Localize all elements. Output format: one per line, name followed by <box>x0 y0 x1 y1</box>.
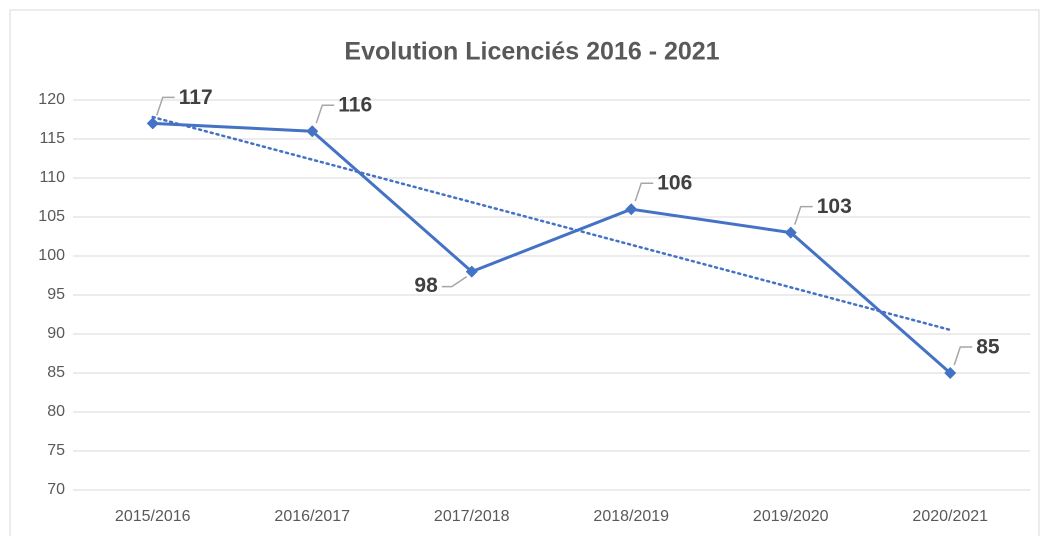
leader-line <box>441 275 468 288</box>
y-tick-label: 95 <box>47 286 65 303</box>
x-tick-label: 2019/2020 <box>753 508 829 525</box>
data-point <box>306 125 319 138</box>
x-tick-label: 2020/2021 <box>912 508 988 525</box>
leader-line <box>794 205 813 225</box>
data-point <box>625 203 638 216</box>
x-tick-label: 2017/2018 <box>434 508 510 525</box>
y-tick-label: 115 <box>39 130 65 147</box>
y-tick-label: 105 <box>38 208 65 225</box>
y-tick-label: 100 <box>38 247 65 264</box>
data-point <box>146 117 159 130</box>
x-tick-label: 2015/2016 <box>115 508 191 525</box>
y-tick-label: 110 <box>39 169 65 186</box>
leader-line <box>634 182 654 202</box>
chart-frame <box>9 9 1040 536</box>
x-tick-label: 2018/2019 <box>593 508 669 525</box>
data-label: 85 <box>976 336 1000 359</box>
data-point <box>465 265 478 278</box>
data-point <box>784 226 797 239</box>
data-label: 103 <box>817 195 852 218</box>
data-label: 106 <box>657 172 692 195</box>
data-label: 117 <box>179 86 213 109</box>
data-line <box>152 121 952 375</box>
data-point <box>944 367 957 379</box>
y-tick-label: 120 <box>38 91 65 108</box>
y-tick-label: 90 <box>47 325 65 342</box>
y-tick-label: 80 <box>47 403 65 420</box>
data-label: 98 <box>414 274 438 297</box>
y-tick-label: 85 <box>47 364 65 381</box>
x-tick-label: 2016/2017 <box>274 508 350 525</box>
trendline <box>151 115 952 332</box>
chart-title: Evolution Licenciés 2016 - 2021 <box>344 38 719 66</box>
leader-line <box>315 104 335 124</box>
leader-line <box>156 96 175 116</box>
data-label: 116 <box>338 94 372 117</box>
y-tick-label: 75 <box>47 442 65 459</box>
leader-line <box>953 346 973 366</box>
y-tick-label: 70 <box>47 481 65 498</box>
